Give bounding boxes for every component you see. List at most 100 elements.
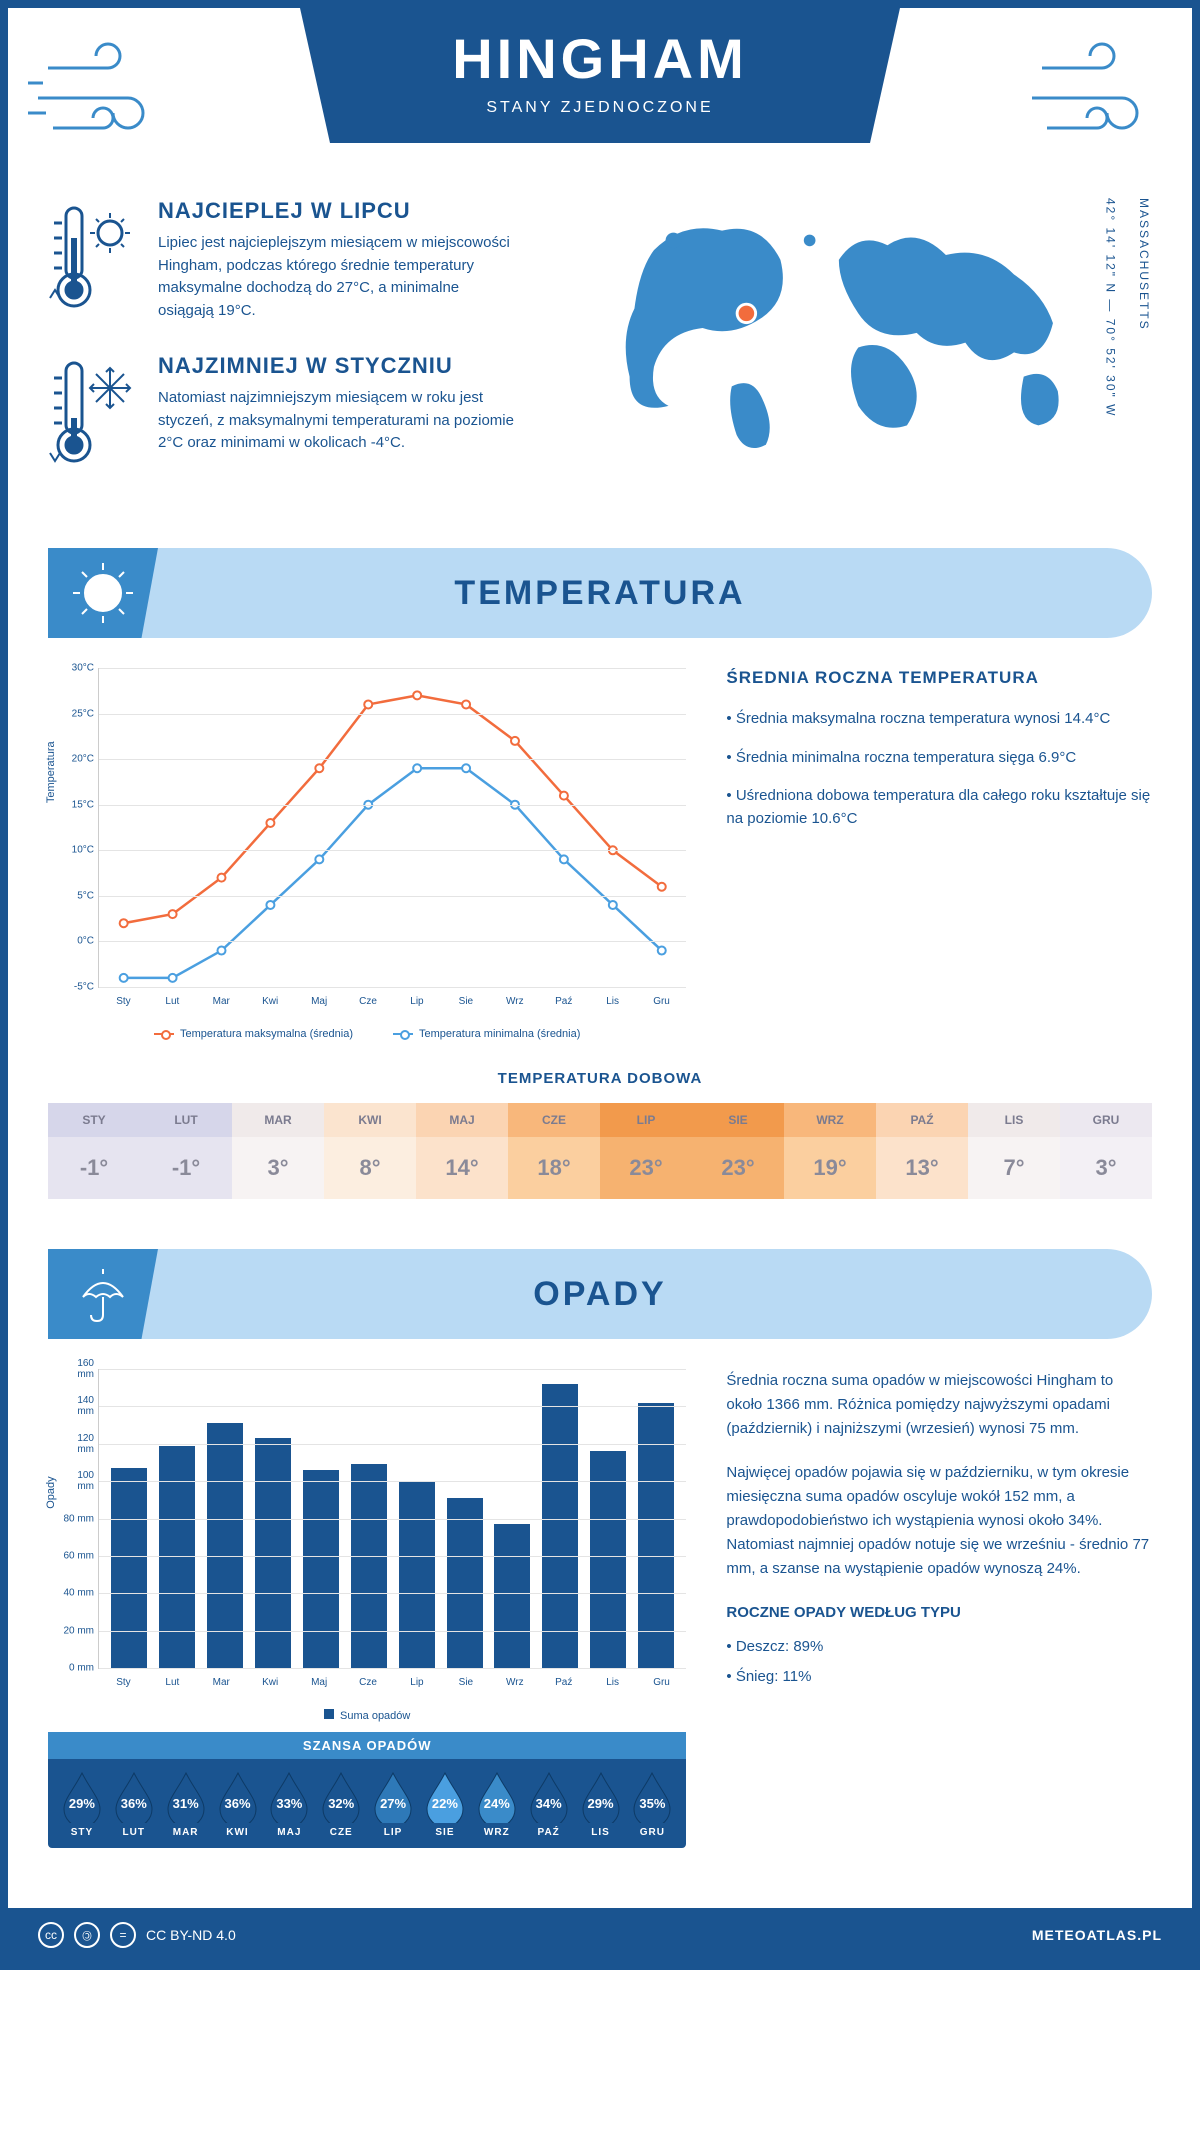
page-subtitle: STANY ZJEDNOCZONE: [300, 99, 900, 117]
temp-bullet: Średnia maksymalna roczna temperatura wy…: [726, 708, 1152, 731]
temperature-sidebar: ŚREDNIA ROCZNA TEMPERATURA Średnia maksy…: [726, 668, 1152, 1040]
daily-month: PAŹ: [876, 1103, 968, 1137]
ytick: 40 mm: [59, 1588, 94, 1599]
drop-percent: 34%: [536, 1796, 562, 1811]
drop-month: STY: [60, 1827, 104, 1838]
sun-icon: [48, 548, 158, 638]
precip-para-1: Średnia roczna suma opadów w miejscowośc…: [726, 1369, 1152, 1441]
drop-month: WRZ: [475, 1827, 519, 1838]
xtick: Maj: [311, 996, 327, 1007]
xtick: Mar: [213, 996, 230, 1007]
drops-panel: SZANSA OPADÓW 29%STY36%LUT31%MAR36%KWI33…: [48, 1732, 686, 1848]
precip-bar: [447, 1498, 483, 1668]
precip-bar: [399, 1481, 435, 1668]
temperature-chart: Temperatura -5°C0°C5°C10°C15°C20°C25°C30…: [48, 668, 686, 1040]
precip-bar: [303, 1470, 339, 1668]
drop-item: 29% LIS: [579, 1769, 623, 1838]
drop-icon: 36%: [216, 1769, 260, 1823]
daily-month: CZE: [508, 1103, 600, 1137]
precip-bar: [590, 1451, 626, 1668]
drop-month: MAJ: [267, 1827, 311, 1838]
drop-icon: 24%: [475, 1769, 519, 1823]
ytick: 140 mm: [59, 1395, 94, 1417]
legend-min: Temperatura minimalna (średnia): [393, 1028, 580, 1040]
ytick: 30°C: [59, 663, 94, 674]
xtick: Lis: [606, 1677, 619, 1688]
precipitation-row: Opady 0 mm20 mm40 mm60 mm80 mm100 mm120 …: [8, 1369, 1192, 1878]
precip-legend: Suma opadów: [48, 1709, 686, 1722]
daily-temp-value: 23°: [692, 1137, 784, 1199]
xtick: Lis: [606, 996, 619, 1007]
temp-bullet: Średnia minimalna roczna temperatura się…: [726, 747, 1152, 770]
ytick: 120 mm: [59, 1433, 94, 1455]
drops-title: SZANSA OPADÓW: [48, 1732, 686, 1759]
drop-percent: 27%: [380, 1796, 406, 1811]
drop-icon: 36%: [112, 1769, 156, 1823]
precipitation-title: OPADY: [48, 1275, 1152, 1314]
daily-temp-value: 13°: [876, 1137, 968, 1199]
daily-cell: STY-1°: [48, 1103, 140, 1199]
daily-temp-value: -1°: [140, 1137, 232, 1199]
ytick: 60 mm: [59, 1550, 94, 1561]
drop-icon: 31%: [164, 1769, 208, 1823]
xtick: Gru: [653, 996, 670, 1007]
drop-month: MAR: [164, 1827, 208, 1838]
xtick: Wrz: [506, 1677, 524, 1688]
precipitation-sidebar: Średnia roczna suma opadów w miejscowośc…: [726, 1369, 1152, 1848]
daily-month: MAR: [232, 1103, 324, 1137]
coldest-block: NAJZIMNIEJ W STYCZNIU Natomiast najzimni…: [48, 353, 585, 478]
drop-item: 36%LUT: [112, 1769, 156, 1838]
drop-month: PAŹ: [527, 1827, 571, 1838]
xtick: Kwi: [262, 996, 278, 1007]
daily-cell: LUT-1°: [140, 1103, 232, 1199]
daily-cell: SIE23°: [692, 1103, 784, 1199]
drop-month: LIP: [371, 1827, 415, 1838]
precip-bar: [111, 1468, 147, 1668]
license-text: CC BY-ND 4.0: [146, 1927, 236, 1943]
precipitation-chart: Opady 0 mm20 mm40 mm60 mm80 mm100 mm120 …: [48, 1369, 686, 1848]
daily-cell: MAJ14°: [416, 1103, 508, 1199]
daily-month: KWI: [324, 1103, 416, 1137]
daily-month: MAJ: [416, 1103, 508, 1137]
drop-icon: 35%: [630, 1769, 674, 1823]
daily-temp-title: TEMPERATURA DOBOWA: [8, 1070, 1192, 1087]
daily-cell: CZE18°: [508, 1103, 600, 1199]
ytick: 20°C: [59, 754, 94, 765]
daily-month: STY: [48, 1103, 140, 1137]
drop-item: 29%STY: [60, 1769, 104, 1838]
drop-percent: 24%: [484, 1796, 510, 1811]
drop-item: 33%MAJ: [267, 1769, 311, 1838]
drop-month: LIS: [579, 1827, 623, 1838]
temp-sidebar-title: ŚREDNIA ROCZNA TEMPERATURA: [726, 668, 1152, 688]
footer: cc 🄯 = CC BY-ND 4.0 METEOATLAS.PL: [8, 1908, 1192, 1962]
drop-month: KWI: [216, 1827, 260, 1838]
precipitation-section-header: OPADY: [48, 1249, 1152, 1339]
temperature-title: TEMPERATURA: [48, 574, 1152, 613]
coords-state: MASSACHUSETTS: [1137, 198, 1151, 331]
info-row: NAJCIEPLEJ W LIPCU Lipiec jest najcieple…: [8, 198, 1192, 548]
precip-para-2: Najwięcej opadów pojawia się w październ…: [726, 1461, 1152, 1581]
nd-icon: =: [110, 1922, 136, 1948]
daily-temp-value: 3°: [1060, 1137, 1152, 1199]
drop-percent: 36%: [121, 1796, 147, 1811]
drop-percent: 36%: [224, 1796, 250, 1811]
temp-legend: Temperatura maksymalna (średnia) Tempera…: [48, 1028, 686, 1040]
xtick: Sie: [459, 1677, 473, 1688]
daily-month: GRU: [1060, 1103, 1152, 1137]
daily-month: LIS: [968, 1103, 1060, 1137]
daily-cell: LIP23°: [600, 1103, 692, 1199]
legend-max: Temperatura maksymalna (średnia): [154, 1028, 353, 1040]
precip-type-item: Śnieg: 11%: [726, 1665, 1152, 1689]
xtick: Sie: [459, 996, 473, 1007]
daily-temp-value: 18°: [508, 1137, 600, 1199]
footer-site: METEOATLAS.PL: [1032, 1927, 1162, 1943]
drop-item: 35%GRU: [630, 1769, 674, 1838]
ytick: 0 mm: [59, 1663, 94, 1674]
daily-month: WRZ: [784, 1103, 876, 1137]
drop-icon: 29%: [579, 1769, 623, 1823]
warmest-block: NAJCIEPLEJ W LIPCU Lipiec jest najcieple…: [48, 198, 585, 323]
drop-item: 36% KWI: [216, 1769, 260, 1838]
daily-cell: PAŹ13°: [876, 1103, 968, 1199]
xtick: Sty: [116, 1677, 130, 1688]
ytick: 80 mm: [59, 1513, 94, 1524]
